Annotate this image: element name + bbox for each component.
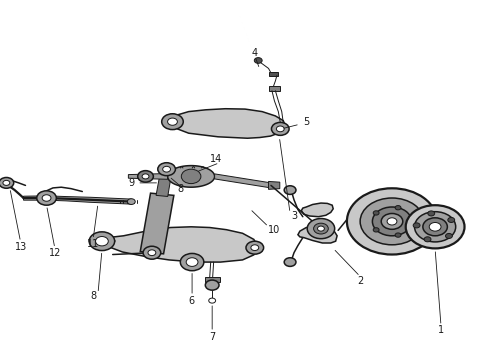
Polygon shape <box>215 174 271 188</box>
Circle shape <box>89 232 115 251</box>
Polygon shape <box>128 174 168 179</box>
Circle shape <box>448 217 455 222</box>
Polygon shape <box>269 181 280 189</box>
Circle shape <box>127 199 135 204</box>
Circle shape <box>96 237 108 246</box>
Text: 11: 11 <box>87 239 99 249</box>
Circle shape <box>395 233 401 237</box>
Text: 8: 8 <box>177 184 183 194</box>
Circle shape <box>423 218 447 236</box>
Circle shape <box>276 126 284 132</box>
Circle shape <box>138 171 153 182</box>
Circle shape <box>271 122 289 135</box>
Circle shape <box>307 219 335 239</box>
Circle shape <box>424 237 431 242</box>
Circle shape <box>0 177 14 188</box>
Text: 4: 4 <box>252 48 258 58</box>
Text: 5: 5 <box>303 117 309 127</box>
Circle shape <box>246 241 264 254</box>
Polygon shape <box>298 226 337 243</box>
Polygon shape <box>97 227 259 262</box>
Circle shape <box>251 245 259 251</box>
Circle shape <box>254 58 262 63</box>
Circle shape <box>163 166 171 172</box>
Circle shape <box>406 205 465 248</box>
Text: 1: 1 <box>438 325 444 336</box>
Circle shape <box>409 219 415 224</box>
Circle shape <box>142 174 149 179</box>
Text: 9: 9 <box>128 178 134 188</box>
Circle shape <box>415 212 456 242</box>
Circle shape <box>42 195 51 201</box>
Circle shape <box>445 233 452 238</box>
Circle shape <box>314 223 328 234</box>
Text: 8: 8 <box>90 291 96 301</box>
Text: 13: 13 <box>15 242 27 252</box>
Circle shape <box>158 163 175 176</box>
Circle shape <box>3 180 10 185</box>
Circle shape <box>372 207 412 236</box>
Circle shape <box>413 223 420 228</box>
Circle shape <box>284 186 296 194</box>
Text: 7: 7 <box>209 332 215 342</box>
Text: 3: 3 <box>291 211 297 221</box>
Polygon shape <box>156 168 172 197</box>
Circle shape <box>148 250 156 256</box>
Text: 6: 6 <box>188 296 194 306</box>
Text: 2: 2 <box>357 276 363 286</box>
Circle shape <box>209 298 216 303</box>
Circle shape <box>347 188 437 255</box>
Circle shape <box>428 211 435 216</box>
Circle shape <box>37 191 56 205</box>
Circle shape <box>381 213 403 229</box>
Polygon shape <box>140 193 174 254</box>
Circle shape <box>318 226 324 231</box>
Circle shape <box>360 198 424 245</box>
Circle shape <box>162 114 183 130</box>
Circle shape <box>180 253 204 271</box>
Text: 10: 10 <box>269 225 280 235</box>
Circle shape <box>284 258 296 266</box>
Circle shape <box>205 280 219 290</box>
Circle shape <box>395 206 401 210</box>
Polygon shape <box>205 277 220 282</box>
Circle shape <box>373 228 379 232</box>
Polygon shape <box>269 86 280 91</box>
Circle shape <box>186 258 198 266</box>
Circle shape <box>373 211 379 215</box>
Polygon shape <box>168 166 215 187</box>
Polygon shape <box>301 203 333 217</box>
Polygon shape <box>269 72 278 76</box>
Circle shape <box>181 169 201 184</box>
Circle shape <box>387 218 397 225</box>
Circle shape <box>429 222 441 231</box>
Text: 12: 12 <box>49 248 61 258</box>
Polygon shape <box>24 196 131 204</box>
Text: 14: 14 <box>210 154 221 164</box>
Polygon shape <box>169 109 285 138</box>
Circle shape <box>143 246 161 259</box>
Circle shape <box>168 118 177 125</box>
